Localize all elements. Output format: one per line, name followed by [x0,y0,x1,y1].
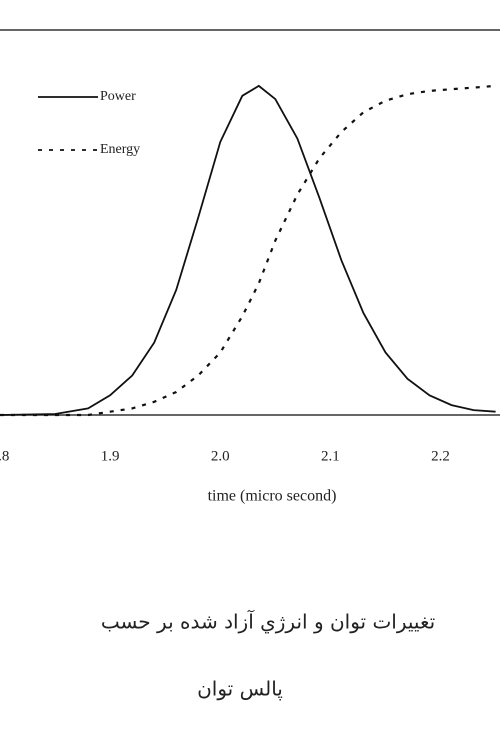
x-tick-label: 2.0 [211,448,230,464]
x-tick-label: 2.1 [321,448,340,464]
data-line [0,84,496,416]
legend-label: Power [100,89,136,104]
caption-line: تغييرات توان و انرژي آزاد شده بر حسب [101,609,435,635]
data-line [0,84,496,417]
x-tick-label: 1.9 [101,448,120,464]
x-tick-label: 1.8 [0,448,9,464]
x-tick-label: 2.2 [431,448,450,464]
caption-line: پالس توان [197,677,283,702]
legend-label: Energy [100,142,140,157]
x-axis-label: time (micro second) [208,488,337,505]
